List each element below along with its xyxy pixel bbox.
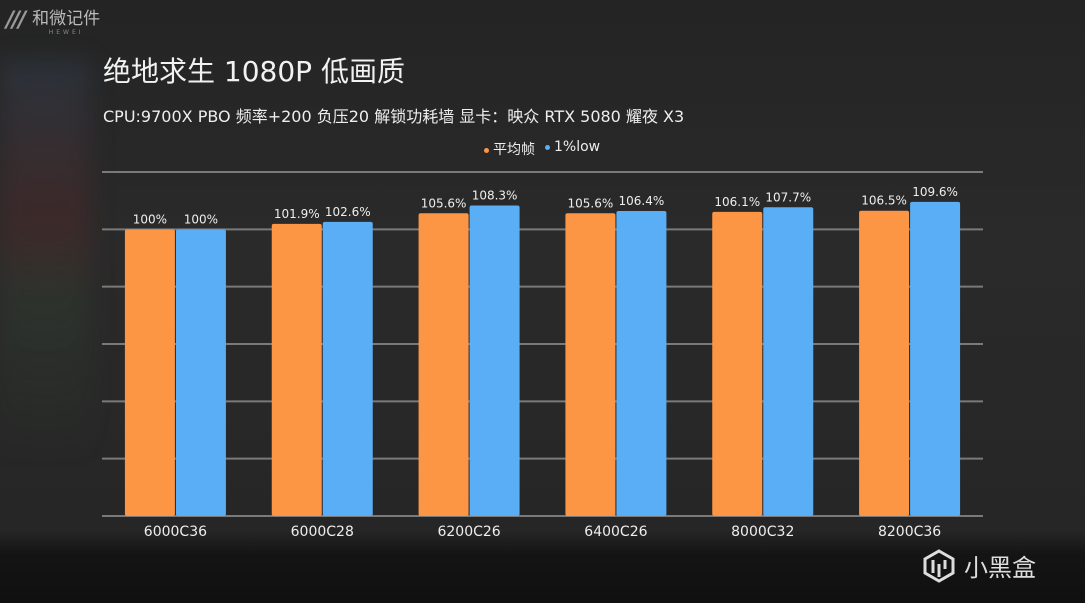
data-label: 101.9% — [274, 207, 320, 221]
bar — [175, 229, 226, 517]
bar — [616, 210, 667, 516]
data-label: 105.6% — [568, 196, 614, 210]
legend-item-low: 1%low — [545, 139, 600, 159]
bar — [469, 205, 520, 517]
bar — [763, 207, 814, 516]
legend-label: 1%low — [554, 139, 601, 155]
data-label: 108.3% — [472, 189, 518, 203]
data-label: 106.5% — [861, 194, 907, 208]
xiaoheihe-logo-icon — [923, 548, 955, 583]
x-tick-label: 6000C36 — [144, 524, 207, 540]
x-tick-label: 6000C28 — [291, 524, 354, 540]
data-label: 106.1% — [714, 195, 760, 209]
bar — [418, 213, 469, 516]
logo-mark-icon: /// — [6, 7, 26, 33]
legend-label: 平均帧 — [493, 142, 535, 158]
bar — [124, 229, 175, 517]
x-tick-label: 6200C26 — [437, 524, 500, 540]
watermark-text: 小黑盒 — [964, 554, 1036, 582]
bar — [565, 213, 616, 516]
x-tick-label: 8000C32 — [731, 524, 794, 540]
watermark: 小黑盒 — [922, 548, 1036, 583]
data-label: 106.4% — [619, 194, 665, 208]
bar — [910, 201, 961, 516]
data-label: 100% — [184, 212, 218, 226]
bar — [322, 221, 373, 516]
bar — [859, 210, 910, 516]
background-blur — [0, 60, 90, 460]
data-label: 105.6% — [421, 196, 467, 210]
data-label: 107.7% — [765, 190, 811, 204]
data-label: 100% — [133, 212, 167, 226]
logo-sub: HEWEI — [48, 29, 84, 36]
data-label: 102.6% — [325, 205, 371, 219]
logo-text: 和微记件 — [32, 9, 101, 29]
legend-swatch — [545, 144, 550, 150]
bar — [712, 211, 763, 516]
legend: 平均帧 1%low — [484, 139, 600, 159]
brand-logo: /// 和微记件 HEWEI — [6, 4, 101, 37]
x-tick-label: 8200C36 — [878, 524, 941, 540]
x-tick-label: 6400C26 — [584, 524, 647, 540]
chart-subtitle: CPU:9700X PBO 频率+200 负压20 解锁功耗墙 显卡：映众 RT… — [103, 107, 685, 126]
chart-title: 绝地求生 1080P 低画质 — [103, 55, 405, 88]
legend-item-avg: 平均帧 — [484, 139, 535, 159]
legend-swatch — [484, 147, 489, 153]
data-label: 109.6% — [912, 185, 958, 199]
bar — [271, 223, 322, 517]
